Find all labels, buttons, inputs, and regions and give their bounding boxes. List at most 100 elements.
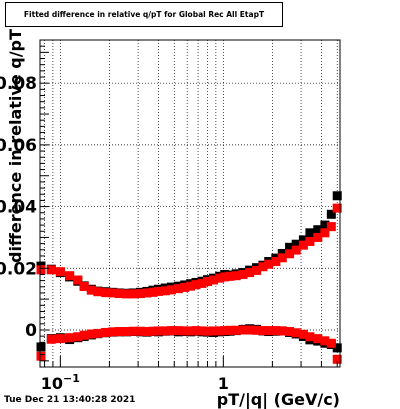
data-point: [298, 329, 308, 339]
data-point: [298, 235, 308, 245]
data-point: [238, 325, 248, 335]
data-point: [291, 245, 301, 255]
data-point: [79, 281, 89, 291]
data-point: [93, 328, 103, 338]
data-point: [225, 271, 235, 281]
timestamp: Tue Dec 21 13:40:28 2021: [4, 395, 136, 405]
data-point: [320, 220, 330, 230]
y-tick-label: 0.04: [0, 198, 37, 218]
x-tick-label: 10−1: [41, 372, 80, 393]
data-point: [220, 326, 230, 336]
data-point: [208, 275, 218, 285]
data-point: [191, 280, 201, 290]
data-point: [173, 284, 183, 294]
data-point: [65, 271, 75, 281]
data-point: [320, 336, 330, 346]
data-point: [148, 287, 158, 297]
data-point: [313, 232, 323, 242]
data-point: [142, 327, 152, 337]
y-tick-label: 0.02: [0, 259, 37, 279]
data-point: [114, 327, 124, 337]
data-markers: [36, 191, 342, 364]
data-point: [332, 191, 342, 201]
data-point: [108, 288, 118, 298]
data-point: [86, 329, 96, 339]
data-point: [101, 327, 111, 337]
data-point: [73, 332, 83, 342]
data-point: [160, 326, 170, 336]
data-point: [285, 327, 295, 337]
data-point: [36, 342, 46, 352]
data-point: [166, 326, 176, 336]
data-point: [197, 278, 207, 288]
data-point: [245, 268, 255, 278]
data-point: [231, 325, 241, 335]
data-point: [186, 281, 196, 291]
data-point: [180, 282, 190, 292]
data-point: [160, 286, 170, 296]
y-tick-label: 0.06: [0, 136, 37, 156]
data-point: [197, 326, 207, 336]
data-point: [332, 354, 342, 364]
data-point: [122, 327, 132, 337]
data-point: [326, 209, 336, 219]
data-point: [215, 273, 225, 283]
data-point: [36, 351, 46, 361]
data-point: [65, 333, 75, 343]
data-point: [55, 267, 65, 277]
data-point: [55, 334, 65, 344]
data-point: [298, 240, 308, 250]
data-point: [86, 285, 96, 295]
chart-title-box: Fitted difference in relative q/pT for G…: [5, 2, 283, 27]
data-point: [258, 262, 268, 272]
data-point: [203, 326, 213, 336]
data-point: [291, 239, 301, 249]
data-point: [220, 272, 230, 282]
data-point: [238, 269, 248, 279]
data-point: [114, 289, 124, 299]
data-point: [252, 265, 262, 275]
data-point: [122, 289, 132, 299]
data-point: [285, 242, 295, 252]
data-point: [135, 289, 145, 299]
data-point: [203, 277, 213, 287]
data-point: [326, 338, 336, 348]
data-point: [46, 265, 56, 275]
data-point: [231, 271, 241, 281]
data-point: [277, 326, 287, 336]
data-point: [148, 326, 158, 336]
data-point: [258, 326, 268, 336]
data-point: [264, 326, 274, 336]
data-point: [291, 328, 301, 338]
data-point: [153, 326, 163, 336]
y-tick-labels: 0 0.02 0.04 0.06 0.08: [0, 74, 37, 341]
data-point: [215, 326, 225, 336]
data-point: [326, 222, 336, 232]
data-point: [332, 343, 342, 353]
data-point: [101, 288, 111, 298]
data-point: [332, 203, 342, 213]
data-point: [208, 326, 218, 336]
data-point: [245, 325, 255, 335]
data-point: [180, 326, 190, 336]
axis-ticks: [40, 39, 338, 368]
data-point: [128, 289, 138, 299]
data-point: [173, 326, 183, 336]
data-point: [277, 253, 287, 263]
data-point: [252, 325, 262, 335]
y-tick-label: 0: [25, 321, 37, 341]
data-point: [128, 326, 138, 336]
plot-frame: [39, 39, 341, 368]
x-axis-title: pT/|q| (GeV/c): [217, 390, 340, 409]
data-point: [305, 236, 315, 246]
data-point: [320, 228, 330, 238]
y-tick-label: 0.08: [0, 74, 37, 94]
data-point: [313, 334, 323, 344]
chart-title: Fitted difference in relative q/pT for G…: [23, 10, 265, 19]
data-point: [305, 228, 315, 238]
data-point: [305, 332, 315, 342]
data-point: [36, 265, 46, 275]
x-tick-labels: 10−1 1: [41, 372, 229, 393]
data-point: [313, 225, 323, 235]
